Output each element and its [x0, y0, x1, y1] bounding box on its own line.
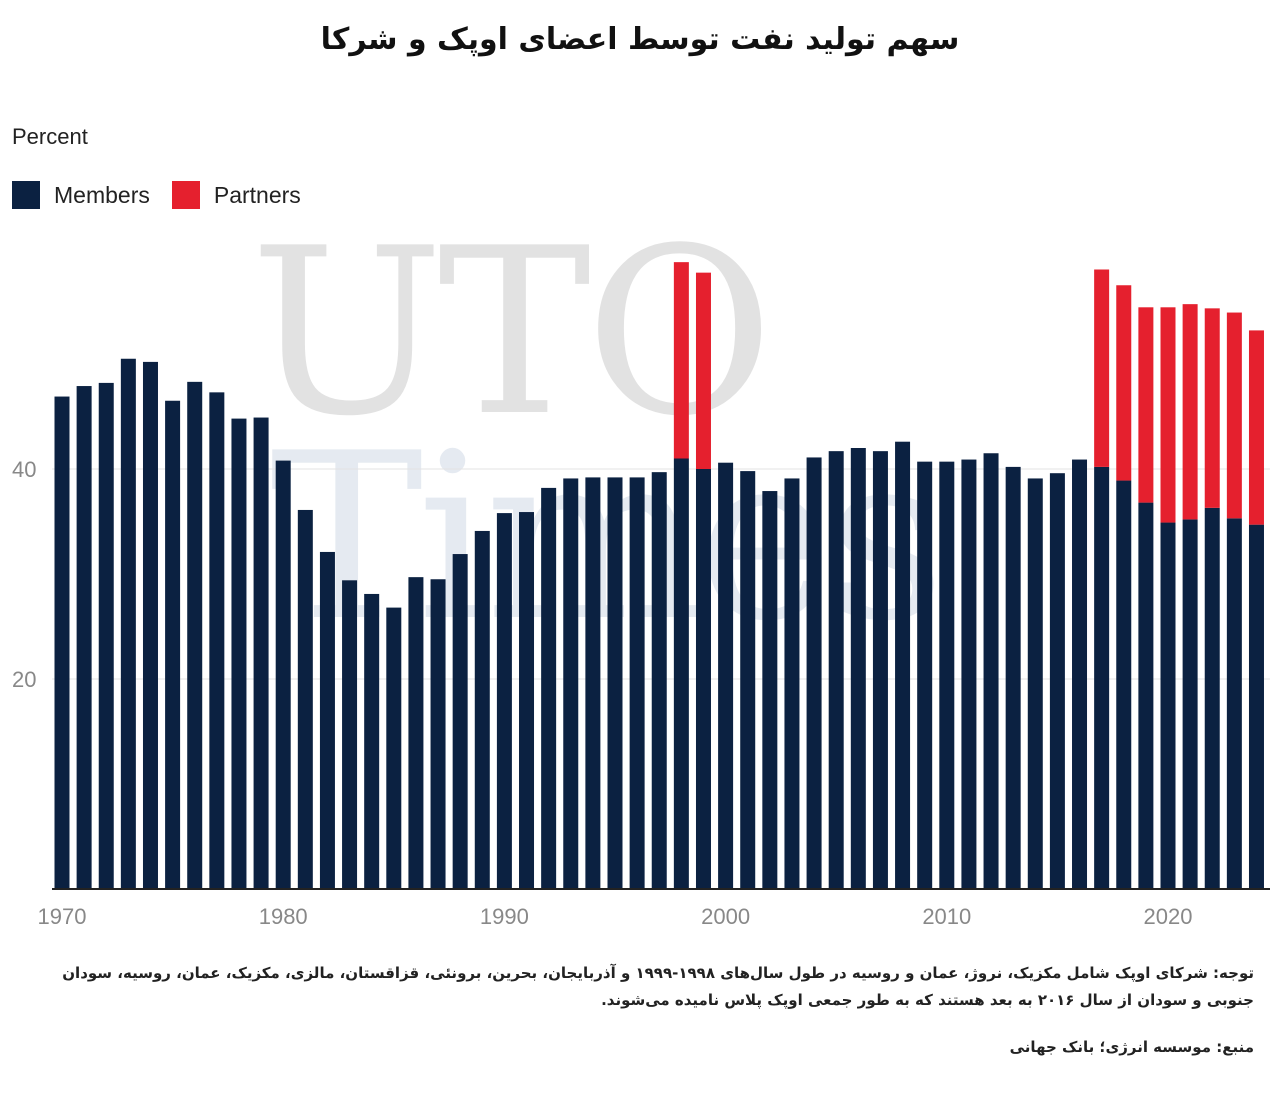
x-tick-label-2000: 2000 — [701, 904, 750, 929]
bar-members-1985 — [386, 607, 402, 889]
x-tick-label-1980: 1980 — [259, 904, 308, 929]
bar-members-1990 — [496, 513, 512, 889]
bar-members-2010 — [939, 461, 955, 889]
bar-members-2018 — [1116, 480, 1132, 889]
bar-members-2020 — [1160, 522, 1176, 889]
bar-members-1986 — [408, 577, 424, 889]
bar-members-2004 — [806, 457, 822, 889]
bar-members-2021 — [1182, 519, 1198, 889]
bar-members-2013 — [1005, 466, 1021, 889]
bar-members-1973 — [120, 358, 136, 889]
chart-title: سهم تولید نفت توسط اعضای اوپک و شرکا — [320, 22, 960, 57]
bar-members-1987 — [430, 579, 446, 889]
bar-members-2023 — [1226, 518, 1242, 889]
bar-members-2022 — [1204, 507, 1220, 889]
bar-members-1971 — [76, 386, 92, 889]
bar-members-1995 — [607, 477, 623, 889]
bar-members-1994 — [585, 477, 601, 889]
bar-members-2001 — [740, 471, 756, 889]
bar-members-2002 — [762, 491, 778, 889]
bar-partners-2018 — [1116, 285, 1132, 481]
bar-members-1979 — [253, 417, 269, 889]
bar-members-1989 — [474, 530, 490, 889]
bar-members-1982 — [319, 551, 335, 889]
bar-members-1974 — [142, 361, 158, 889]
y-tick-label-20: 20 — [12, 667, 36, 692]
y-tick-label-40: 40 — [12, 457, 36, 482]
bar-members-1996 — [629, 477, 645, 889]
bar-members-2009 — [917, 461, 933, 889]
bar-partners-2019 — [1138, 307, 1154, 503]
legend-item-members: Members — [12, 181, 150, 209]
legend-label-members: Members — [54, 181, 150, 208]
bar-members-2017 — [1094, 466, 1110, 889]
bar-members-2003 — [784, 478, 800, 889]
bar-members-2019 — [1138, 502, 1154, 889]
bar-partners-2021 — [1182, 304, 1198, 520]
bar-members-2005 — [828, 451, 844, 889]
bar-members-1981 — [297, 509, 313, 889]
bar-members-2008 — [895, 441, 911, 889]
legend-label-partners: Partners — [213, 181, 301, 208]
x-tick-label-2010: 2010 — [922, 904, 971, 929]
bar-members-2011 — [961, 459, 977, 889]
bar-members-1993 — [563, 478, 579, 889]
bar-members-1977 — [209, 392, 225, 889]
legend-swatch-members — [12, 181, 40, 209]
bar-members-1976 — [187, 381, 203, 889]
bar-partners-2024 — [1248, 330, 1264, 525]
legend-item-partners: Partners — [171, 181, 301, 209]
bar-partners-1998 — [673, 262, 689, 459]
x-tick-label-1990: 1990 — [480, 904, 529, 929]
bar-members-1998 — [673, 458, 689, 889]
bar-members-1972 — [98, 382, 114, 889]
bar-members-1991 — [519, 512, 535, 889]
bar-members-2006 — [850, 448, 866, 889]
x-tick-label-1970: 1970 — [38, 904, 87, 929]
y-axis-label: Percent — [12, 124, 88, 149]
legend-swatch-partners — [171, 181, 200, 209]
bar-members-2000 — [718, 462, 734, 889]
bar-partners-2020 — [1160, 307, 1176, 523]
chart-source: منبع: موسسه انرژی؛ بانک جهانی — [1009, 1038, 1254, 1056]
bar-members-1983 — [342, 580, 358, 889]
bar-members-1980 — [275, 460, 291, 889]
bar-members-2014 — [1027, 478, 1043, 889]
bar-members-1997 — [651, 472, 667, 889]
bar-partners-2023 — [1226, 312, 1242, 519]
bar-members-1992 — [541, 487, 557, 889]
bar-members-1970 — [54, 396, 70, 889]
bar-members-1984 — [364, 593, 380, 889]
bar-partners-2017 — [1094, 269, 1110, 467]
chart-plot: 20 40 1970 1980 1990 2000 2010 2020 — [12, 262, 1270, 929]
legend: Members Partners — [12, 181, 323, 209]
bar-members-2007 — [872, 451, 888, 889]
bar-members-2015 — [1049, 473, 1065, 889]
x-tick-label-2020: 2020 — [1144, 904, 1193, 929]
bar-partners-1999 — [695, 272, 711, 469]
bar-partners-2022 — [1204, 308, 1220, 508]
bar-members-1999 — [695, 469, 711, 889]
bar-members-1988 — [452, 554, 468, 889]
bar-members-2024 — [1248, 524, 1264, 889]
bar-members-2012 — [983, 453, 999, 889]
chart-note: توجه: شرکای اوپک شامل مکزیک، نروژ، عمان … — [62, 964, 1254, 1009]
bar-members-2016 — [1072, 459, 1088, 889]
bar-members-1978 — [231, 418, 247, 889]
bar-members-1975 — [165, 400, 181, 889]
